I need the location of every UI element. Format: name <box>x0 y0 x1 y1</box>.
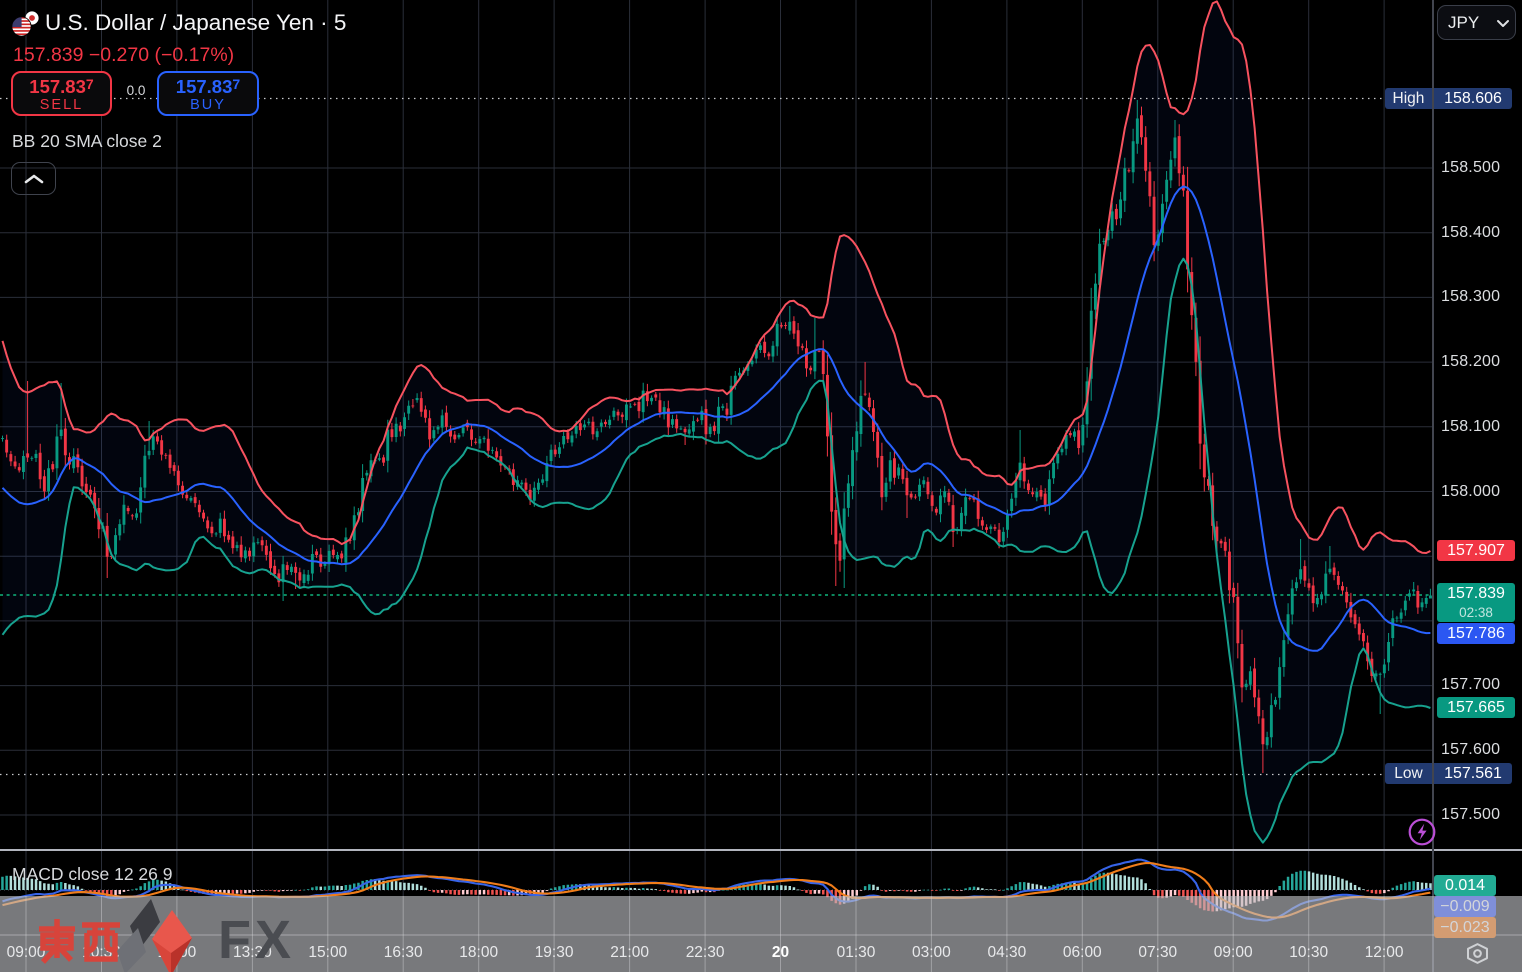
svg-text:FX: FX <box>218 910 295 970</box>
